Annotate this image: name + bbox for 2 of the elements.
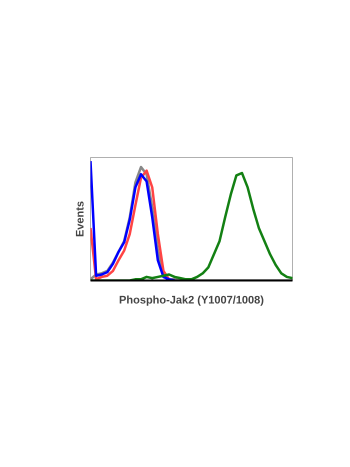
y-axis-title: Events bbox=[74, 200, 86, 238]
x-axis-title: Phospho-Jak2 (Y1007/1008) bbox=[119, 294, 264, 306]
